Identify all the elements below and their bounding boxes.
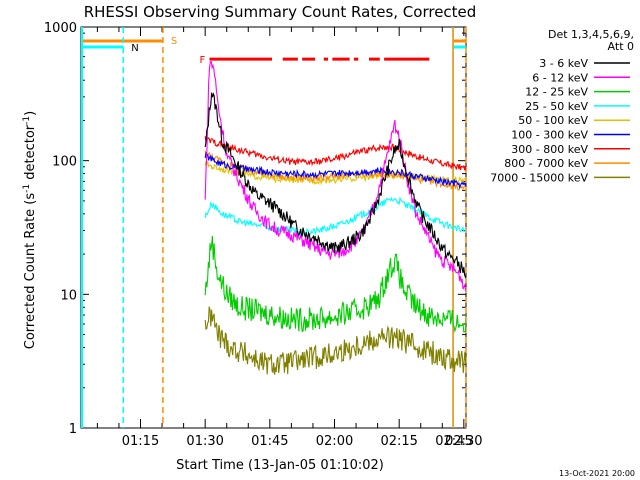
x-tick-label: 02:45	[435, 434, 472, 449]
legend-header: Att 0	[608, 40, 634, 53]
legend-header: Det 1,3,4,5,6,9,	[548, 28, 634, 41]
legend-label: 800 - 7000 keV	[504, 157, 588, 170]
flare-label: F	[199, 55, 205, 66]
y-tick-label: 10	[60, 288, 77, 303]
series-line	[204, 196, 466, 237]
y-axis-label: Corrected Count Rate (s-1 detector-1)	[22, 111, 38, 349]
series-line	[204, 235, 466, 333]
legend-label: 300 - 800 keV	[511, 143, 588, 156]
legend-label: 50 - 100 keV	[518, 114, 588, 127]
series-line	[204, 135, 466, 171]
legend-label: 3 - 6 keV	[539, 57, 588, 70]
chart-title: RHESSI Observing Summary Count Rates, Co…	[84, 3, 477, 21]
legend-label: 100 - 300 keV	[511, 129, 588, 142]
saa-label: S	[171, 36, 177, 47]
legend-label: 12 - 25 keV	[525, 86, 588, 99]
series-line	[204, 150, 466, 191]
y-tick-label: 1000	[44, 21, 77, 36]
plot-area: 1 10 100 1000 01:15 01:30 01:45 02:00 02:15 02:30…	[44, 21, 483, 449]
x-tick-label: 02:30	[445, 434, 482, 449]
x-tick-label: 02:00	[316, 434, 353, 449]
legend-label: 7000 - 15000 keV	[490, 171, 588, 184]
x-axis-label: Start Time (13-Jan-05 01:10:02)	[176, 458, 384, 473]
x-tick-label: 02:15	[380, 434, 417, 449]
timestamp-label: 13-Oct-2021 20:00	[559, 469, 635, 478]
x-tick-label: 01:45	[251, 434, 288, 449]
night-label: N	[131, 43, 138, 54]
series-line	[204, 92, 466, 279]
y-tick-label: 1	[69, 422, 77, 437]
legend-label: 6 - 12 keV	[532, 71, 588, 84]
legend-label: 25 - 50 keV	[525, 100, 588, 113]
y-tick-label: 100	[52, 155, 77, 170]
x-tick-label: 01:15	[122, 434, 159, 449]
x-tick-label: 01:30	[186, 434, 223, 449]
series-line	[204, 306, 466, 375]
series-line	[204, 152, 466, 190]
